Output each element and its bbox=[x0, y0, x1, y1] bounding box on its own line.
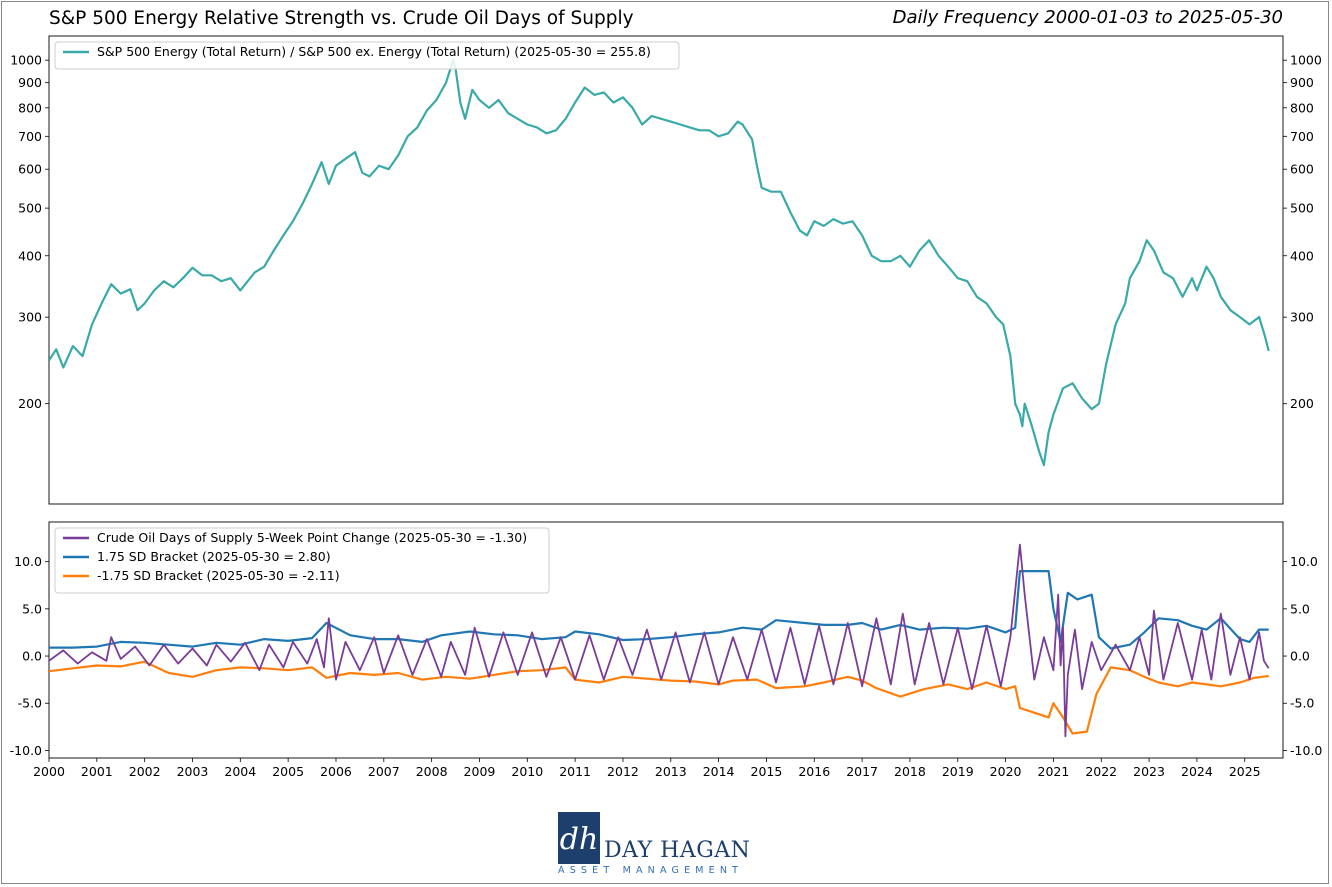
xtick-label: 2018 bbox=[894, 764, 926, 779]
xtick-label: 2017 bbox=[846, 764, 878, 779]
bottom-ytick-label-left: 10.0 bbox=[14, 554, 42, 569]
top-ytick-label-right: 500 bbox=[1290, 201, 1314, 216]
top-ytick-label-right: 600 bbox=[1290, 162, 1314, 177]
top-ytick-label-right: 200 bbox=[1290, 396, 1314, 411]
bottom-ytick-label-left: 5.0 bbox=[22, 601, 42, 616]
upper-bracket-legend-label: 1.75 SD Bracket (2025-05-30 = 2.80) bbox=[97, 549, 331, 564]
xtick-label: 2025 bbox=[1229, 764, 1261, 779]
top-ytick-label-left: 500 bbox=[18, 201, 42, 216]
xtick-label: 2024 bbox=[1181, 764, 1213, 779]
top-ytick-label-right: 300 bbox=[1290, 310, 1314, 325]
top-ytick-label-left: 800 bbox=[18, 100, 42, 115]
xtick-label: 2023 bbox=[1133, 764, 1165, 779]
legend-box bbox=[54, 527, 550, 594]
days-supply-legend-label: Crude Oil Days of Supply 5-Week Point Ch… bbox=[97, 530, 527, 545]
bottom-panel-frame bbox=[48, 521, 1284, 759]
top-ytick-label-left: 300 bbox=[18, 310, 42, 325]
bottom-ytick-label-left: -10.0 bbox=[10, 743, 42, 758]
logo-tagline: ASSET MANAGEMENT bbox=[558, 865, 744, 876]
xtick-label: 2022 bbox=[1085, 764, 1117, 779]
top-ytick-label-left: 200 bbox=[18, 396, 42, 411]
bottom-ytick-label-left: -5.0 bbox=[18, 696, 42, 711]
xtick-label: 2000 bbox=[33, 764, 65, 779]
top-ytick-label-right: 1000 bbox=[1290, 53, 1322, 68]
chart-title: S&P 500 Energy Relative Strength vs. Cru… bbox=[49, 8, 634, 29]
xtick-label: 2006 bbox=[320, 764, 352, 779]
bottom-ytick-label-left: 0.0 bbox=[22, 649, 42, 664]
chart-subtitle: Daily Frequency 2000-01-03 to 2025-05-30 bbox=[892, 7, 1283, 28]
xtick-label: 2014 bbox=[703, 764, 735, 779]
top-ytick-label-right: 900 bbox=[1290, 75, 1314, 90]
xtick-label: 2016 bbox=[798, 764, 830, 779]
xtick-label: 2019 bbox=[942, 764, 974, 779]
top-ytick-label-right: 700 bbox=[1290, 129, 1314, 144]
xtick-label: 2009 bbox=[464, 764, 496, 779]
top-ytick-label-left: 400 bbox=[18, 248, 42, 263]
bottom-ytick-label-right: -10.0 bbox=[1290, 743, 1322, 758]
lower-sd-bracket-line bbox=[49, 660, 1269, 735]
lower-bracket-legend-label: -1.75 SD Bracket (2025-05-30 = -2.11) bbox=[97, 568, 340, 583]
bottom-ytick-label-right: 0.0 bbox=[1290, 649, 1310, 664]
xtick-label: 2003 bbox=[177, 764, 209, 779]
logo-mark-icon: dh bbox=[558, 812, 600, 864]
xtick-label: 2021 bbox=[1038, 764, 1070, 779]
xtick-label: 2007 bbox=[368, 764, 400, 779]
xtick-label: 2001 bbox=[81, 764, 113, 779]
top-ytick-label-left: 600 bbox=[18, 162, 42, 177]
xtick-label: 2008 bbox=[416, 764, 448, 779]
days-of-supply-change-line bbox=[49, 543, 1270, 738]
xtick-label: 2004 bbox=[224, 764, 256, 779]
top-ytick-label-right: 800 bbox=[1290, 100, 1314, 115]
top-panel-frame bbox=[48, 35, 1284, 505]
xtick-label: 2011 bbox=[559, 764, 591, 779]
logo-name: DAY HAGAN bbox=[604, 838, 751, 863]
top-ytick-label-left: 700 bbox=[18, 129, 42, 144]
xtick-label: 2015 bbox=[751, 764, 783, 779]
svg-text:dh: dh bbox=[560, 822, 599, 857]
bottom-ytick-label-right: -5.0 bbox=[1290, 696, 1314, 711]
xtick-label: 2005 bbox=[272, 764, 304, 779]
xtick-label: 2002 bbox=[129, 764, 161, 779]
energy-legend-label: S&P 500 Energy (Total Return) / S&P 500 … bbox=[97, 44, 651, 59]
xtick-label: 2020 bbox=[990, 764, 1022, 779]
top-ytick-label-left: 900 bbox=[18, 75, 42, 90]
xtick-label: 2012 bbox=[607, 764, 639, 779]
day-hagan-logo: dh DAY HAGAN ASSET MANAGEMENT bbox=[556, 810, 750, 878]
energy-relative-strength-line bbox=[49, 59, 1270, 467]
top-ytick-label-right: 400 bbox=[1290, 248, 1314, 263]
bottom-ytick-label-right: 5.0 bbox=[1290, 601, 1310, 616]
top-ytick-label-left: 1000 bbox=[10, 53, 42, 68]
xtick-label: 2013 bbox=[655, 764, 687, 779]
xtick-label: 2010 bbox=[511, 764, 543, 779]
legend-box bbox=[54, 41, 680, 70]
bottom-ytick-label-right: 10.0 bbox=[1290, 554, 1318, 569]
